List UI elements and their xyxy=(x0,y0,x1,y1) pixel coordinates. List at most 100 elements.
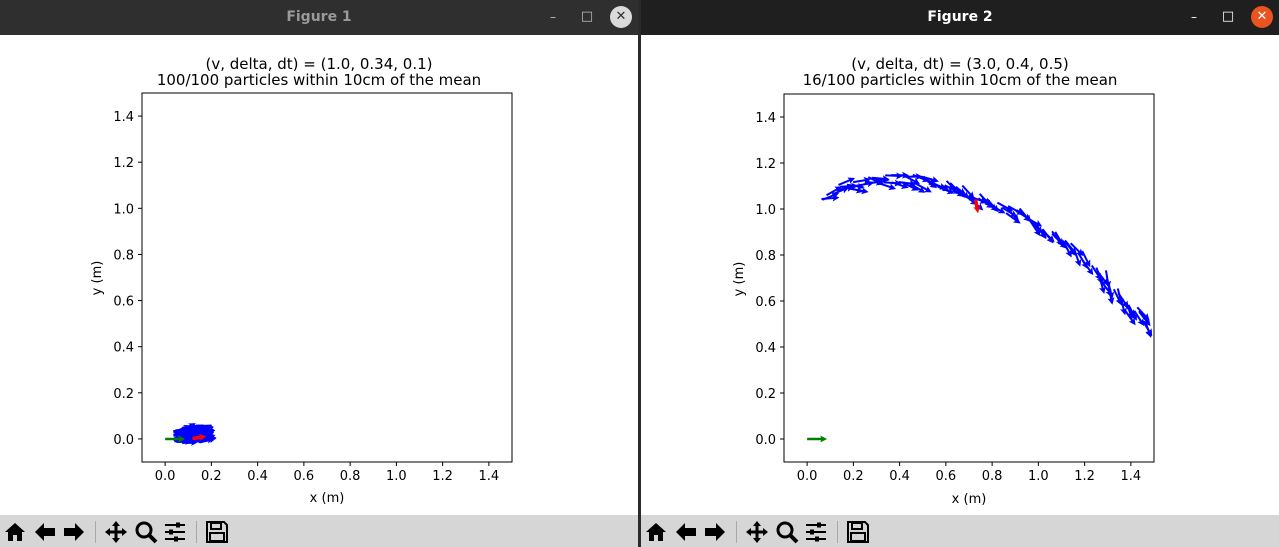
title-bar[interactable]: Figure 2 – □ ✕ xyxy=(641,0,1279,35)
x-tick-label: 1.0 xyxy=(1028,469,1049,484)
chart-title-line-2: 100/100 particles within 10cm of the mea… xyxy=(157,71,481,89)
navigation-toolbar xyxy=(0,515,638,547)
back-button[interactable] xyxy=(33,520,57,544)
toolbar-separator xyxy=(95,521,96,543)
toolbar-separator xyxy=(837,521,838,543)
close-button[interactable]: ✕ xyxy=(1251,6,1273,28)
particle-arrow xyxy=(1133,310,1145,326)
particle-arrow xyxy=(200,434,217,442)
x-tick-label: 0.2 xyxy=(201,469,222,484)
particle-arrow xyxy=(175,424,191,434)
y-tick-label: 0.8 xyxy=(113,248,134,263)
y-tick-label: 1.2 xyxy=(755,157,776,172)
particle-arrow xyxy=(1138,310,1150,326)
magnifier-icon xyxy=(776,521,799,544)
zoom-button[interactable] xyxy=(775,520,799,544)
particle-arrow xyxy=(1005,212,1021,224)
arrow-left-icon xyxy=(676,523,696,541)
x-axis-label: x (m) xyxy=(310,491,345,506)
y-axis-label: y (m) xyxy=(732,262,747,297)
particle-arrow xyxy=(1069,242,1084,256)
subplots-button[interactable] xyxy=(163,520,187,544)
particle-arrow xyxy=(838,177,856,186)
home-icon xyxy=(5,523,25,541)
toolbar-separator xyxy=(736,521,737,543)
y-tick-label: 1.4 xyxy=(755,111,776,126)
move-icon xyxy=(746,521,768,543)
x-tick-label: 1.0 xyxy=(386,469,407,484)
pan-button[interactable] xyxy=(104,520,128,544)
y-tick-label: 0.0 xyxy=(755,433,776,448)
particle-arrow xyxy=(1136,306,1150,321)
y-tick-label: 0.4 xyxy=(755,341,776,356)
home-button[interactable] xyxy=(3,520,27,544)
chart-title-line-1: (v, delta, dt) = (3.0, 0.4, 0.5) xyxy=(851,55,1069,73)
subplots-button[interactable] xyxy=(804,520,828,544)
y-tick-label: 0.2 xyxy=(755,387,776,402)
arrow-right-icon xyxy=(705,523,725,541)
y-axis-label: y (m) xyxy=(90,261,105,296)
zoom-button[interactable] xyxy=(134,520,158,544)
window-title: Figure 2 xyxy=(927,9,993,25)
particle-arrow xyxy=(891,181,909,189)
particle-arrow xyxy=(949,182,963,196)
particle-arrow xyxy=(1035,223,1047,240)
save-button[interactable] xyxy=(205,520,229,544)
maximize-button[interactable]: □ xyxy=(580,9,594,24)
home-icon xyxy=(646,523,666,541)
forward-button[interactable] xyxy=(703,520,727,544)
y-tick-label: 0.8 xyxy=(755,249,776,264)
floppy-disk-icon xyxy=(206,521,228,543)
arrow-right-icon xyxy=(64,523,84,541)
toolbar-separator xyxy=(196,521,197,543)
sliders-icon xyxy=(806,522,826,542)
minimize-button[interactable]: – xyxy=(550,10,556,24)
y-tick-label: 1.4 xyxy=(113,110,134,125)
x-tick-label: 0.4 xyxy=(889,469,910,484)
particle-arrow xyxy=(1124,310,1136,326)
particle-arrow xyxy=(1073,249,1082,267)
particle-arrow xyxy=(878,182,897,191)
particle-arrow xyxy=(1025,216,1043,227)
move-icon xyxy=(105,521,127,543)
pan-button[interactable] xyxy=(745,520,769,544)
x-tick-label: 1.4 xyxy=(479,469,500,484)
particle-arrow xyxy=(185,426,201,434)
maximize-button[interactable]: □ xyxy=(1221,9,1235,24)
x-tick-label: 1.4 xyxy=(1121,469,1142,484)
particle-arrow xyxy=(1125,301,1134,320)
plot-canvas[interactable]: (v, delta, dt) = (3.0, 0.4, 0.5) 16/100 … xyxy=(641,35,1279,515)
particle-arrow xyxy=(1006,207,1020,222)
particle-arrow xyxy=(1127,304,1137,321)
sliders-icon xyxy=(165,522,185,542)
particle-arrow xyxy=(840,182,859,190)
plot-canvas[interactable]: (v, delta, dt) = (1.0, 0.34, 0.1) 100/10… xyxy=(0,35,638,515)
floppy-disk-icon xyxy=(847,521,869,543)
start-pose-arrow xyxy=(165,435,186,443)
particle-arrow xyxy=(909,182,926,193)
title-bar[interactable]: Figure 1 – □ ✕ xyxy=(0,0,638,35)
back-button[interactable] xyxy=(674,520,698,544)
particle-arrow xyxy=(915,182,932,193)
particle-arrow xyxy=(904,173,923,181)
y-tick-label: 0.6 xyxy=(755,295,776,310)
particle-arrow xyxy=(1053,235,1067,249)
particle-arrow xyxy=(190,428,207,436)
particle-arrow xyxy=(989,203,1006,214)
x-tick-label: 0.4 xyxy=(247,469,268,484)
save-button[interactable] xyxy=(846,520,870,544)
particle-arrow xyxy=(937,185,955,195)
magnifier-icon xyxy=(135,521,158,544)
forward-button[interactable] xyxy=(62,520,86,544)
close-button[interactable]: ✕ xyxy=(610,6,632,28)
particle-arrow xyxy=(921,175,939,183)
x-tick-label: 0.6 xyxy=(294,469,315,484)
x-tick-label: 0.0 xyxy=(155,469,176,484)
y-tick-label: 1.0 xyxy=(755,203,776,218)
chart-title-line-2: 16/100 particles within 10cm of the mean xyxy=(803,71,1118,89)
minimize-button[interactable]: – xyxy=(1191,10,1197,24)
home-button[interactable] xyxy=(644,520,668,544)
particle-arrow xyxy=(1081,250,1091,268)
particle-arrow xyxy=(1081,259,1094,276)
chart-title-line-1: (v, delta, dt) = (1.0, 0.34, 0.1) xyxy=(205,55,432,73)
